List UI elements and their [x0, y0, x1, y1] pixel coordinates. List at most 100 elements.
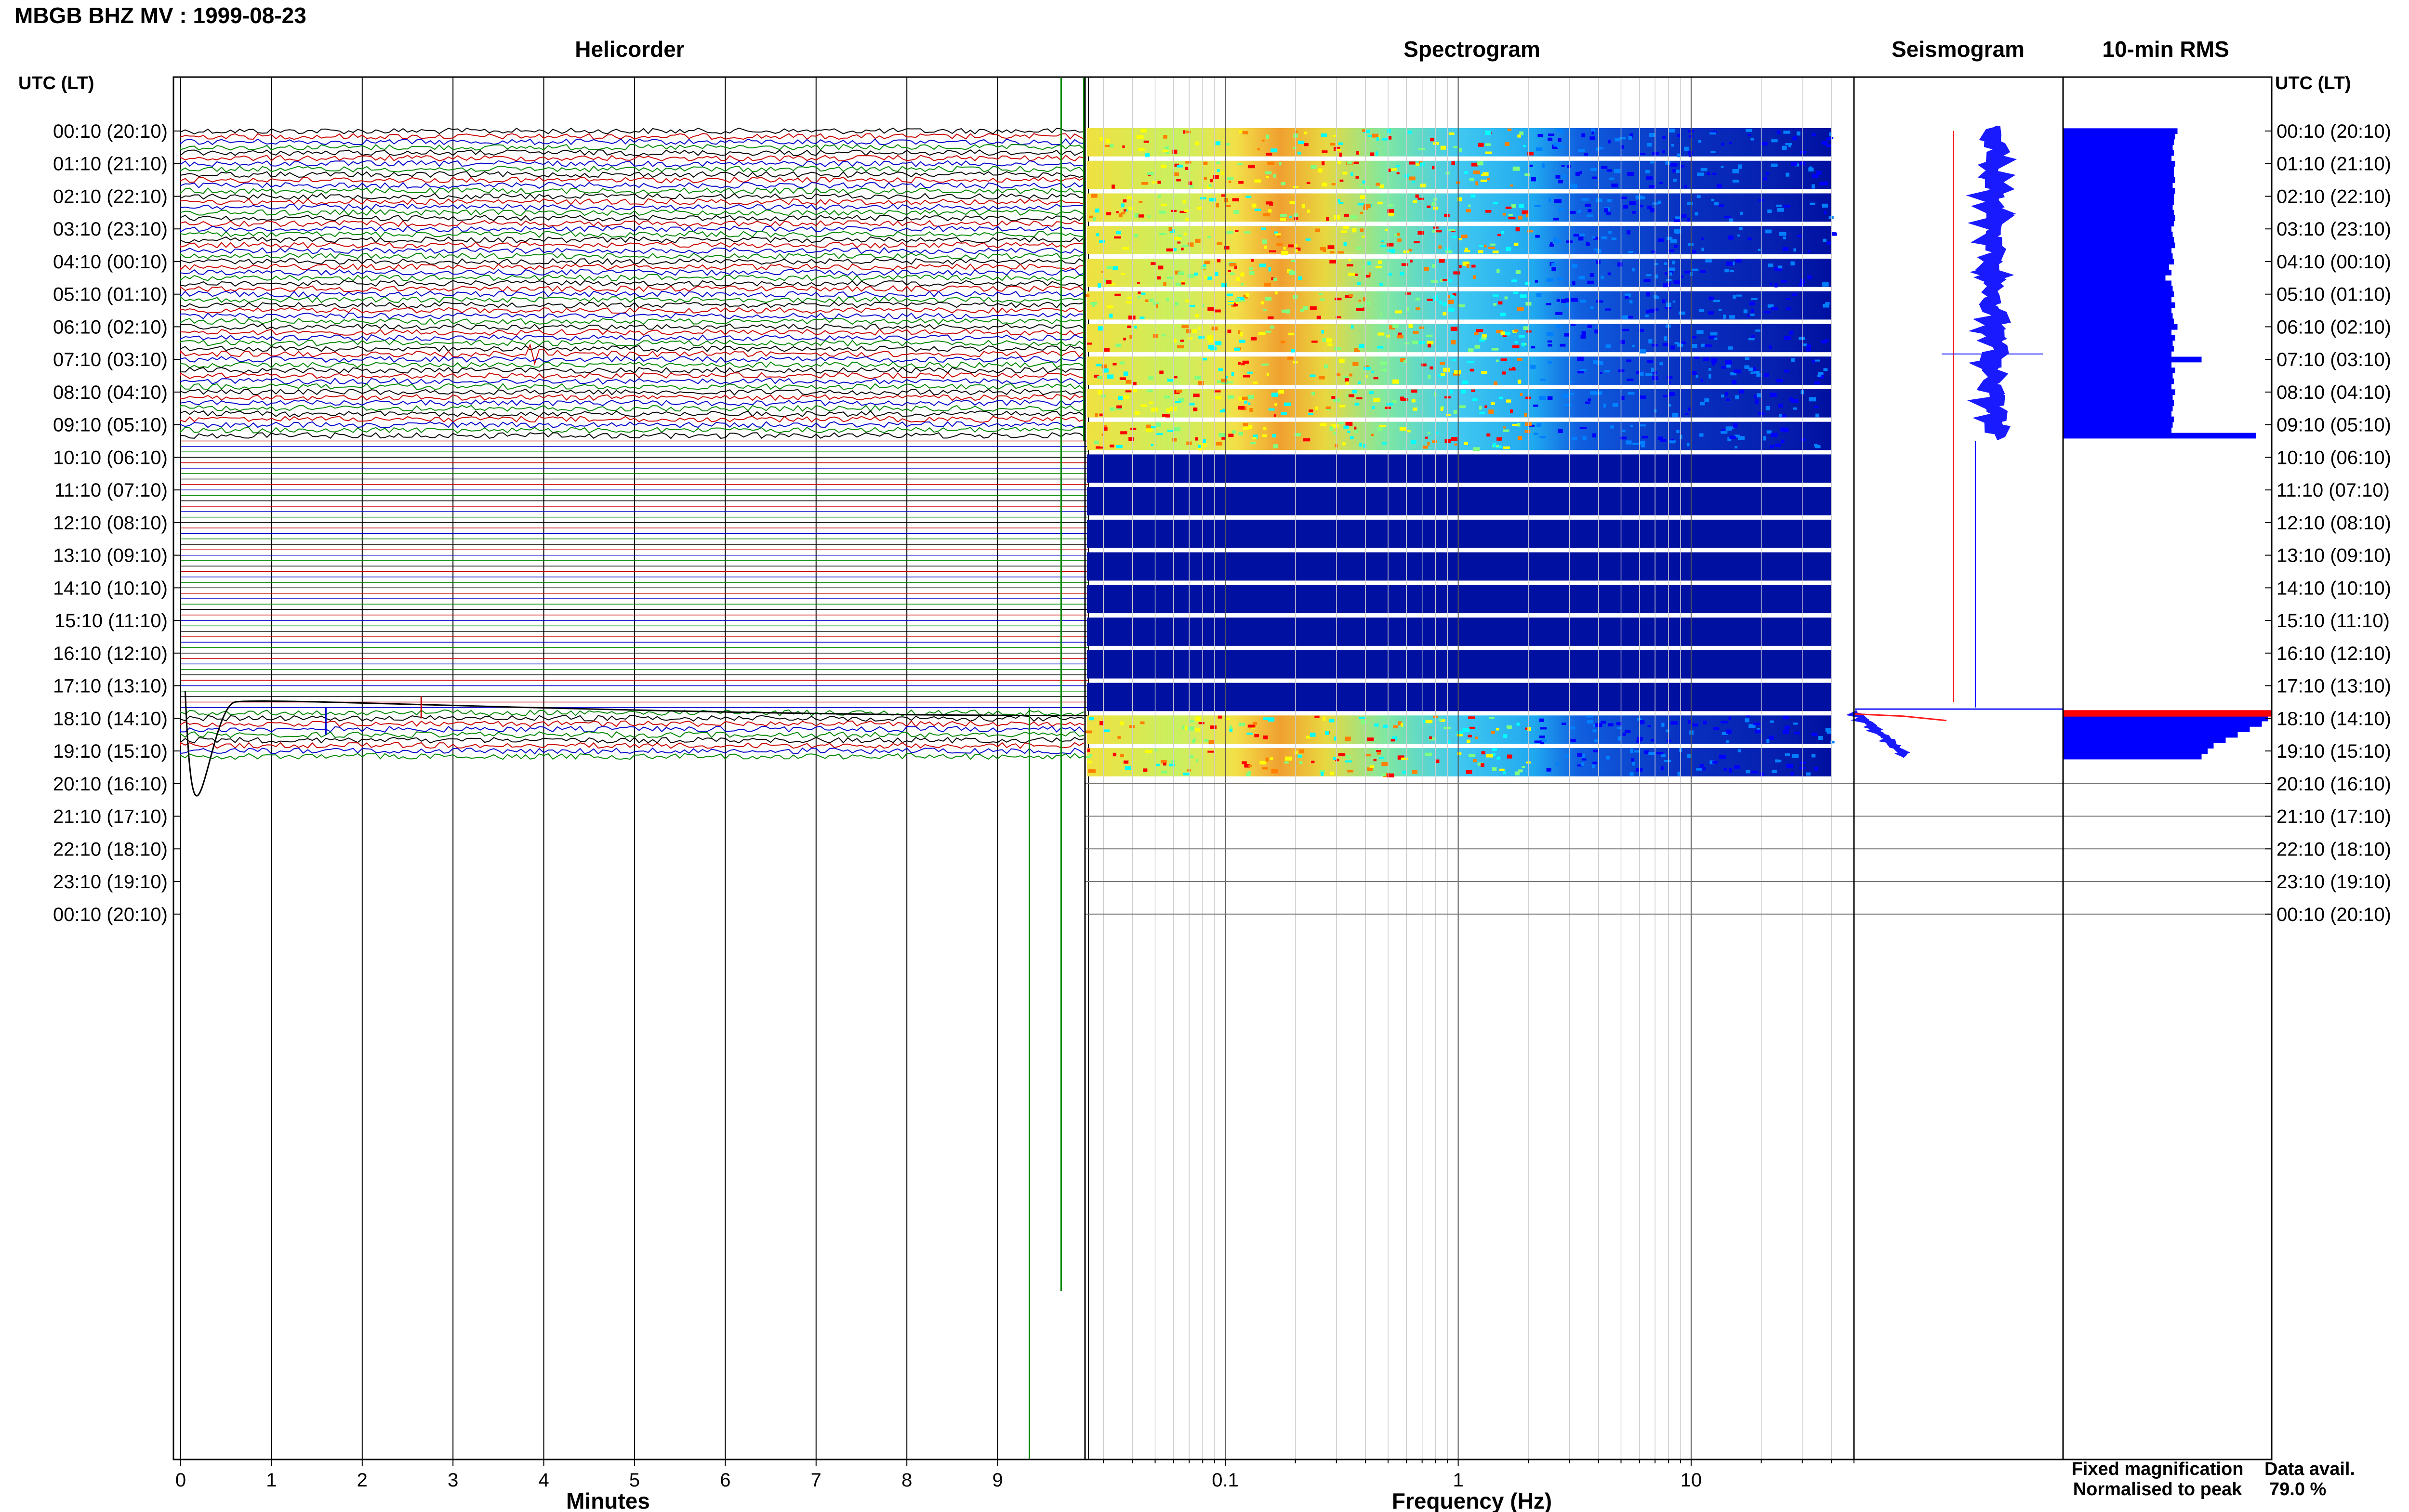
spectrogram-speckle — [1504, 331, 1510, 336]
spectrogram-speckle — [1370, 152, 1375, 156]
spectrogram-speckle — [1645, 315, 1649, 317]
spectrogram-speckle — [1670, 163, 1678, 167]
spectrogram-speckle — [1462, 728, 1470, 732]
spectrogram-speckle — [1555, 312, 1562, 315]
spectrogram-speckle — [1816, 171, 1822, 175]
spectrogram-speckle — [1140, 129, 1147, 133]
spectrogram-speckle — [1411, 389, 1417, 393]
spectrogram-speckle — [1721, 431, 1728, 434]
spectrogram-speckle — [1238, 432, 1244, 436]
spectrogram-speckle — [1310, 732, 1316, 737]
seismogram-panel — [1846, 126, 2063, 758]
spectrogram-speckle — [1345, 736, 1351, 741]
spectrogram-speckle — [1811, 754, 1816, 758]
helicorder-trace — [180, 416, 1084, 423]
rms-bar — [2063, 275, 2166, 281]
spectrogram-speckle — [1174, 172, 1179, 176]
spectrogram-speckle — [1215, 341, 1222, 345]
spectrogram-speckle — [1274, 403, 1277, 406]
spectrogram-speckle — [1358, 300, 1362, 302]
spectrogram-speckle — [1348, 259, 1351, 262]
spectrogram-speckle — [1169, 763, 1175, 767]
spectrogram-speckle — [1450, 390, 1453, 394]
helicorder-trace — [180, 421, 1084, 428]
spectrogram-speckle — [1823, 181, 1828, 185]
spectrogram-speckle — [1771, 163, 1778, 167]
spectrogram-speckle — [1792, 263, 1795, 265]
spectrogram-speckle — [1639, 153, 1646, 155]
spectrogram-speckle — [1604, 370, 1610, 373]
spectrogram-speckle — [1458, 304, 1465, 307]
spectrogram-speckle — [1763, 176, 1768, 181]
spectrogram-speckle — [1217, 259, 1221, 263]
spectrogram-speckle — [1188, 337, 1192, 340]
spectrogram-speckle — [1254, 209, 1261, 211]
spectrogram-speckle — [1174, 163, 1179, 167]
spectrogram-speckle — [1572, 263, 1577, 268]
spectrogram-speckle — [1776, 379, 1783, 382]
spectrogram-speckle — [1182, 200, 1186, 204]
spectrogram-speckle — [1125, 766, 1131, 770]
rms-bar — [2063, 329, 2171, 335]
spectrogram-speckle — [1749, 301, 1755, 306]
spectrogram-speckle — [1162, 334, 1165, 337]
spectrogram-speckle — [1352, 361, 1359, 366]
spectrogram-speckle — [1668, 392, 1675, 396]
spectrogram-speckle — [1329, 426, 1334, 431]
right-ytick-label: 06:10 (02:10) — [2277, 316, 2391, 338]
spectrogram-speckle — [1651, 738, 1654, 742]
spectrogram-speckle — [1771, 433, 1778, 437]
spectrogram-speckle — [1121, 273, 1125, 276]
spectrogram-speckle — [1184, 233, 1187, 236]
spectrogram-speckle — [1792, 293, 1797, 297]
seismogram-frame — [1853, 76, 2064, 1460]
spectrogram-speckle — [1119, 377, 1126, 380]
spectrogram-speckle — [1208, 739, 1215, 744]
spectrogram-speckle — [1719, 754, 1726, 759]
rms-panel — [2063, 128, 2272, 760]
spectrogram-speckle — [1257, 148, 1260, 151]
spectrogram-speckle — [1581, 753, 1585, 758]
spectrogram-speckle — [1204, 177, 1207, 180]
spectrogram-speckle — [1103, 729, 1110, 733]
spectrogram-speckle — [1321, 133, 1327, 137]
spectrogram-speckle — [1372, 133, 1379, 138]
spectrogram-speckle — [1668, 250, 1674, 252]
spectrogram-speckle — [1580, 335, 1586, 339]
left-ytick-label: 13:10 (09:10) — [53, 545, 168, 566]
spectrogram-speckle — [1750, 138, 1754, 141]
spectrogram-speckle — [1730, 372, 1737, 376]
spectrogram-speckle — [1123, 760, 1129, 764]
spectrogram-speckle — [1231, 372, 1234, 377]
spectrogram-speckle — [1247, 371, 1253, 374]
spectrogram-speckle — [1771, 139, 1778, 143]
spectrogram-speckle — [1232, 198, 1239, 202]
spectrogram-speckle — [1614, 169, 1621, 173]
spectrogram-speckle — [1279, 162, 1282, 166]
spectrogram-speckle — [1176, 179, 1181, 182]
spectrogram-speckle — [1561, 131, 1564, 134]
spectrogram-speckle — [1589, 391, 1596, 395]
spectrogram-speckle — [1721, 366, 1726, 369]
spectrogram-speckle — [1123, 395, 1130, 399]
spectrogram-speckle — [1463, 171, 1468, 174]
spectrogram-speckle — [1807, 250, 1811, 253]
spectrogram-speckle — [1395, 310, 1402, 314]
spectrogram-speckle — [1156, 433, 1164, 435]
spectrogram-speckle — [1506, 247, 1511, 251]
spectrogram-speckle — [1233, 210, 1240, 214]
spectrogram-speckle — [1788, 144, 1791, 147]
spectrogram-speckle — [1680, 434, 1682, 439]
spectrogram-speckle — [1092, 769, 1096, 773]
spectrogram-speckle — [1646, 292, 1650, 297]
spectrogram-speckle — [1210, 725, 1217, 729]
spectrogram-speckle — [1165, 414, 1170, 418]
spectrogram-speckle — [1718, 309, 1722, 312]
spectrogram-speckle — [1783, 716, 1789, 720]
spectrogram-speckle — [1239, 332, 1243, 337]
spectrogram-speckle — [1338, 201, 1344, 204]
spectrogram-speckle — [1640, 371, 1644, 376]
spectrogram-speckle — [1724, 360, 1732, 365]
spectrogram-speckle — [1581, 762, 1584, 766]
spectrogram-empty-strip — [1087, 618, 1832, 646]
